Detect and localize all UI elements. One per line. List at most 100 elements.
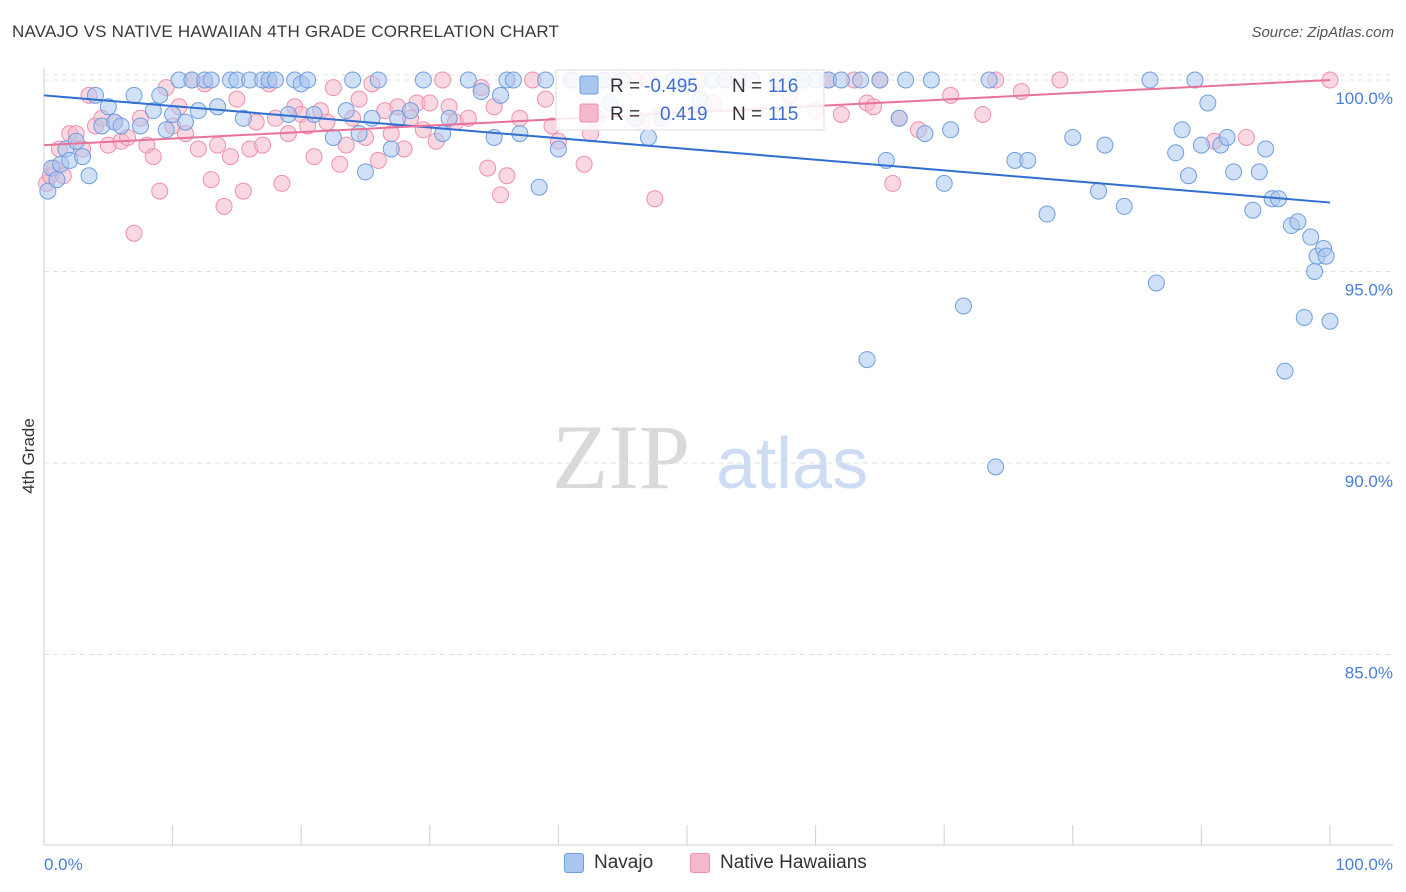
y-axis-title: 4th Grade — [19, 418, 38, 494]
navajo-point — [402, 102, 420, 120]
y-axis-tick-labels: 100.0% 95.0% 90.0% 85.0% — [1335, 89, 1393, 683]
navajo-point — [266, 71, 284, 89]
hawaiian-point — [492, 186, 510, 204]
navajo-point — [344, 71, 362, 89]
hawaiian-point — [884, 174, 902, 192]
navajo-point — [639, 128, 657, 146]
navajo-point — [1244, 201, 1262, 219]
watermark: ZIP atlas — [552, 406, 868, 508]
navajo-point — [852, 71, 870, 89]
navajo-point — [99, 98, 117, 116]
navajo-point — [987, 458, 1005, 476]
hawaiian-point — [1051, 71, 1069, 89]
navajo-point — [1192, 136, 1210, 154]
hawaiian-point — [1012, 82, 1030, 100]
hawaiian-point — [832, 105, 850, 123]
chart-title: NAVAJO VS NATIVE HAWAIIAN 4TH GRADE CORR… — [12, 22, 560, 41]
navajo-point — [858, 351, 876, 369]
hawaiian-point — [151, 182, 169, 200]
navajo-point — [131, 117, 149, 135]
navajo-point — [897, 71, 915, 89]
navajo-point — [1173, 121, 1191, 139]
navajo-point — [1180, 167, 1198, 185]
navajo-point — [1064, 128, 1082, 146]
gridlines — [44, 74, 1393, 655]
hawaiian-point — [337, 136, 355, 154]
navajo-point — [157, 121, 175, 139]
navajo-point — [48, 171, 66, 189]
navajo-point — [530, 178, 548, 196]
navajo-point — [832, 71, 850, 89]
hawaiian-point — [189, 140, 207, 158]
navajo-n-value: 116 — [768, 76, 798, 97]
navajo-point — [1225, 163, 1243, 181]
hawaiian-point — [459, 109, 477, 127]
hawaiian-point — [414, 121, 432, 139]
hawaiian-n-label: N = — [732, 104, 762, 125]
hawaiian-r-value: 0.419 — [660, 104, 708, 125]
navajo-point — [299, 71, 317, 89]
legend-item-navajo: Navajo — [564, 852, 653, 874]
hawaiian-point — [144, 148, 162, 166]
navajo-legend-swatch — [579, 75, 599, 95]
navajo-point — [1186, 71, 1204, 89]
navajo-point — [176, 113, 194, 131]
navajo-point — [1257, 140, 1275, 158]
navajo-point — [1038, 205, 1056, 223]
hawaiian-point — [498, 167, 516, 185]
navajo-point — [125, 86, 143, 104]
navajo-point — [954, 297, 972, 315]
navajo-point — [1317, 247, 1335, 265]
hawaiian-point — [511, 109, 529, 127]
navajo-point — [112, 117, 130, 135]
navajo-point — [871, 71, 889, 89]
navajo-point — [1019, 151, 1037, 169]
navajo-point — [1276, 362, 1294, 380]
navajo-point — [1199, 94, 1217, 112]
navajo-point — [1096, 136, 1114, 154]
hawaiian-point — [228, 90, 246, 108]
legend-item-native-hawaiians: Native Hawaiians — [690, 852, 867, 874]
hawaiian-swatch — [690, 853, 710, 873]
navajo-point — [1218, 128, 1236, 146]
navajo-trendline — [43, 94, 1331, 204]
hawaiian-point — [369, 151, 387, 169]
navajo-point — [1141, 71, 1159, 89]
navajo-point — [440, 109, 458, 127]
navajo-n-label: N = — [732, 76, 762, 97]
y-tick-label: 95.0% — [1345, 281, 1393, 300]
navajo-point — [549, 140, 567, 158]
x-tick-label-min: 0.0% — [44, 855, 83, 874]
navajo-point — [369, 71, 387, 89]
hawaiian-point — [646, 190, 664, 208]
navajo-point — [80, 167, 98, 185]
navajo-point — [305, 105, 323, 123]
navajo-point — [357, 163, 374, 181]
legend-label-navajo: Navajo — [594, 852, 654, 873]
y-tick-label: 90.0% — [1345, 472, 1393, 491]
navajo-point — [916, 125, 934, 143]
navajo-point — [1090, 182, 1108, 200]
navajo-point — [1167, 144, 1185, 162]
navajo-point — [74, 148, 92, 166]
stats-legend-box — [555, 69, 825, 131]
x-axis-ticks — [43, 825, 1331, 845]
hawaiian-point — [479, 159, 497, 177]
navajo-point — [1115, 197, 1133, 215]
navajo-point — [67, 132, 85, 150]
hawaiian-legend-swatch — [579, 103, 599, 123]
hawaiian-point — [350, 90, 368, 108]
navajo-point — [459, 71, 477, 89]
hawaiian-n-value: 115 — [768, 104, 798, 125]
legend-label-native-hawaiians: Native Hawaiians — [720, 852, 867, 873]
navajo-point — [414, 71, 432, 89]
navajo-point — [1250, 163, 1268, 181]
navajo-point — [209, 98, 227, 116]
navajo-point — [1306, 263, 1324, 280]
bottom-legend: Navajo Native Hawaiians — [0, 852, 1406, 878]
navajo-r-value: -0.495 — [644, 76, 698, 97]
navajo-point — [1295, 308, 1313, 326]
navajo-point — [980, 71, 998, 89]
hawaiian-point — [125, 224, 143, 242]
